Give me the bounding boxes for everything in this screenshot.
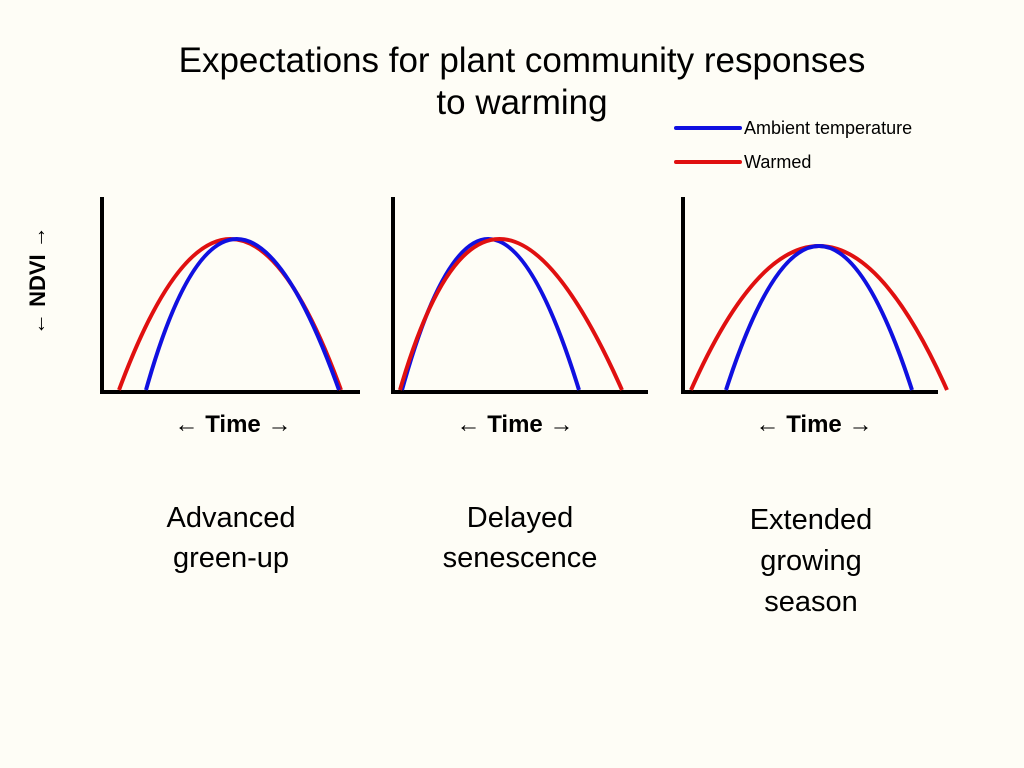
legend-item-warmed: Warmed xyxy=(672,146,992,178)
panel-3-ambient-curve xyxy=(724,244,914,391)
panel-2-x-label: ← Time → xyxy=(456,411,574,438)
warmed-swatch xyxy=(674,160,742,164)
panel-1-ambient-curve xyxy=(144,237,341,391)
panel-3-x-label: ← Time → xyxy=(755,411,873,438)
legend-label-ambient: Ambient temperature xyxy=(744,118,913,138)
panel-1-x-label: ← Time → xyxy=(174,411,292,438)
panel-2-caption: Delayed senescence xyxy=(400,498,640,578)
panel-3-caption-line-2: growing xyxy=(760,545,862,577)
legend-label-warmed: Warmed xyxy=(744,152,812,172)
panel-2-caption-line-1: Delayed xyxy=(466,502,574,534)
panel-1 xyxy=(100,197,360,394)
title-line-1: Expectations for plant community respons… xyxy=(178,41,866,80)
panel-1-caption: Advanced green-up xyxy=(111,498,351,578)
legend-item-ambient: Ambient temperature xyxy=(672,112,992,144)
panel-3-caption: Extended growing season xyxy=(691,500,931,623)
panel-2 xyxy=(391,197,648,394)
panel-1-caption-line-2: green-up xyxy=(172,542,290,574)
panel-3-caption-line-3: season xyxy=(764,586,858,618)
panel-2-warmed-curve xyxy=(398,237,624,391)
ambient-swatch xyxy=(674,126,742,130)
slide-title: Expectations for plant community respons… xyxy=(112,40,932,124)
panel-2-caption-line-2: senescence xyxy=(442,542,598,574)
panel-3-caption-line-1: Extended xyxy=(749,504,873,536)
legend: Ambient temperature Warmed xyxy=(672,112,992,182)
title-line-2: to warming xyxy=(436,83,608,122)
panel-3 xyxy=(681,197,949,394)
panel-3-warmed-curve xyxy=(689,244,949,391)
panel-1-caption-line-1: Advanced xyxy=(166,502,296,534)
